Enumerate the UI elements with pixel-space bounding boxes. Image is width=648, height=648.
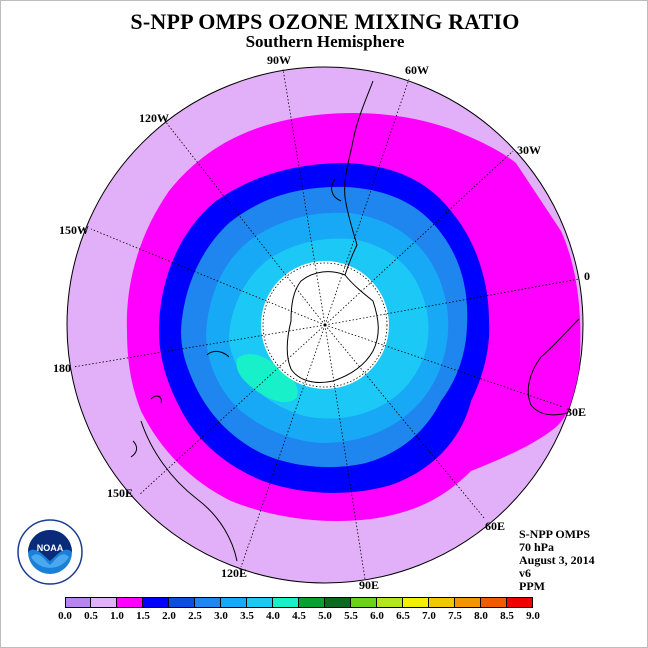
- antarctic-peninsula: [344, 244, 358, 276]
- lon-label-180: 180: [53, 361, 71, 375]
- colorbar-swatch: [273, 597, 299, 608]
- colorbar-swatch: [91, 597, 117, 608]
- info-date: August 3, 2014: [519, 553, 595, 567]
- meridian-90e: [324, 324, 366, 580]
- colorbar-tick-label: 9.0: [526, 610, 540, 622]
- colorbar-tick-label: 5.5: [344, 610, 358, 622]
- colorbar-tick-label: 1.0: [110, 610, 124, 622]
- lon-label-150e: 150E: [107, 486, 134, 500]
- colorbar-swatch: [481, 597, 507, 608]
- colorbar-swatch: [221, 597, 247, 608]
- colorbar-tick-label: 2.0: [162, 610, 176, 622]
- lon-label-120w: 120W: [139, 111, 169, 125]
- colorbar-swatch: [299, 597, 325, 608]
- info-version: v6: [519, 566, 531, 580]
- colorbar-swatch: [65, 597, 91, 608]
- meridian-120e: [240, 324, 326, 568]
- colorbar-tick-label: 7.0: [422, 610, 436, 622]
- meridian-60w: [324, 78, 410, 326]
- latitude-circle: [262, 262, 388, 388]
- colorbar-swatch: [455, 597, 481, 608]
- lon-label-60e: 60E: [485, 519, 506, 533]
- meridian-30w: [324, 150, 514, 326]
- meridian-150w: [90, 228, 326, 326]
- colorbar-tick-label: 4.0: [266, 610, 280, 622]
- info-level: 70 hPa: [519, 540, 555, 554]
- lon-label-90e: 90E: [359, 578, 380, 592]
- meridian-90w: [282, 68, 326, 326]
- colorbar-swatch: [403, 597, 429, 608]
- colorbar-swatch: [169, 597, 195, 608]
- colorbar-swatch: [117, 597, 143, 608]
- south-america-coastline: [331, 80, 374, 246]
- lon-label-90w: 90W: [267, 53, 291, 67]
- lon-label-150w: 150W: [59, 223, 89, 237]
- antarctica-coastline: [286, 271, 379, 383]
- colorbar-swatch: [195, 597, 221, 608]
- colorbar-tick-label: 0.0: [58, 610, 72, 622]
- africa-coastline: [527, 318, 580, 416]
- colorbar-swatch: [377, 597, 403, 608]
- colorbar-swatch: [429, 597, 455, 608]
- new-zealand-coastline: [130, 395, 162, 458]
- colorbar-tick-label: 4.5: [292, 610, 306, 622]
- figure-title: S-NPP OMPS OZONE MIXING RATIO: [130, 9, 520, 34]
- info-instrument: S-NPP OMPS: [519, 527, 590, 541]
- meridian-180: [72, 324, 326, 368]
- colorbar-swatch: [143, 597, 169, 608]
- colorbar-tick-label: 1.5: [136, 610, 150, 622]
- colorbar-tick-label: 8.5: [500, 610, 514, 622]
- figure-subtitle: Southern Hemisphere: [245, 32, 405, 51]
- colorbar-tick-label: 8.0: [474, 610, 488, 622]
- coastlines: [130, 80, 580, 562]
- colorbar-tick-label: 7.5: [448, 610, 462, 622]
- info-units: PPM: [519, 579, 545, 593]
- colorbar: [65, 597, 533, 608]
- colorbar-tick-label: 5.0: [318, 610, 332, 622]
- colorbar-tick-label: 3.5: [240, 610, 254, 622]
- colorbar-tick-label: 0.5: [84, 610, 98, 622]
- noaa-logo: NOAA: [17, 519, 83, 585]
- colorbar-tick-label: 2.5: [188, 610, 202, 622]
- colorbar-tick-label: 6.5: [396, 610, 410, 622]
- australia-coastline: [140, 350, 238, 562]
- meridian-0: [324, 278, 580, 326]
- graticule: [72, 68, 580, 580]
- lon-label-30w: 30W: [517, 143, 541, 157]
- colorbar-tick-label: 6.0: [370, 610, 384, 622]
- lon-label-0: 0: [584, 269, 590, 283]
- meridian-120w: [164, 120, 326, 326]
- noaa-logo-text: NOAA: [37, 543, 64, 553]
- lon-label-30e: 30E: [566, 405, 587, 419]
- colorbar-swatch: [351, 597, 377, 608]
- lon-label-60w: 60W: [405, 63, 429, 77]
- colorbar-swatch: [507, 597, 533, 608]
- colorbar-swatch: [325, 597, 351, 608]
- lon-label-120e: 120E: [221, 566, 248, 580]
- south-pole-dot: [323, 323, 327, 327]
- band-teal: [236, 354, 298, 403]
- colorbar-swatch: [247, 597, 273, 608]
- colorbar-tick-label: 3.0: [214, 610, 228, 622]
